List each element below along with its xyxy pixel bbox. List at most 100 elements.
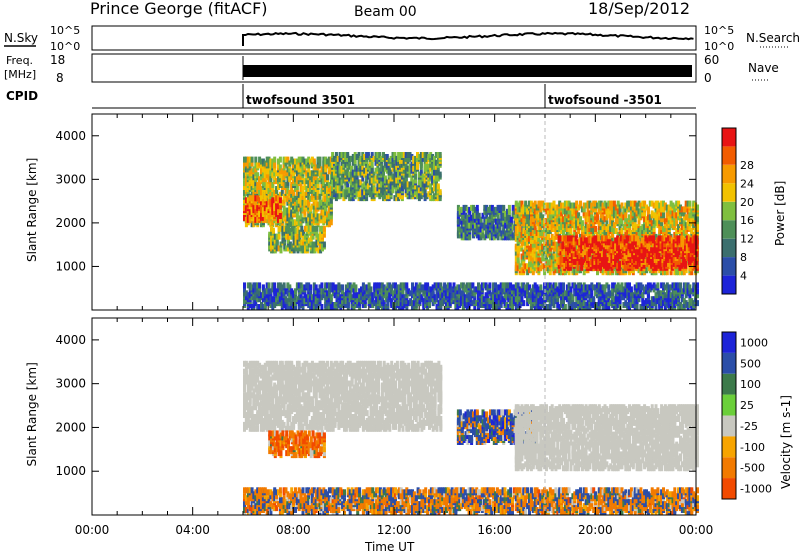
heatmap-cell — [678, 245, 682, 252]
heatmap-cell — [596, 269, 599, 276]
heatmap-cell — [305, 205, 309, 212]
heatmap-cell — [601, 251, 604, 258]
heatmap-cell — [365, 155, 369, 162]
heatmap-cell — [385, 161, 389, 168]
heatmap-cell — [675, 200, 679, 207]
heatmap-cell — [258, 176, 262, 183]
heatmap-cell — [562, 222, 565, 229]
heatmap-cell — [416, 161, 419, 168]
heatmap-cell — [656, 208, 660, 215]
heatmap-cell — [614, 204, 618, 211]
heatmap-cell — [278, 197, 282, 204]
heatmap-cell — [514, 230, 518, 236]
heatmap-cell — [490, 214, 494, 221]
heatmap-cell — [296, 225, 300, 232]
heatmap-cell — [645, 230, 648, 236]
heatmap-cell — [370, 185, 374, 192]
heatmap-cell — [539, 200, 543, 207]
heatmap-cell — [304, 225, 307, 232]
heatmap-cell — [524, 239, 528, 246]
heatmap-cell — [334, 163, 338, 170]
heatmap-cell — [657, 235, 661, 242]
heatmap-cell — [366, 187, 370, 194]
heatmap-cell — [596, 212, 599, 219]
heatmap-cell — [507, 214, 511, 221]
heatmap-cell — [246, 193, 250, 200]
heatmap-cell — [660, 228, 664, 234]
heatmap-cell — [244, 216, 248, 223]
heatmap-cell — [464, 226, 468, 233]
heatmap-cell — [267, 203, 271, 210]
heatmap-cell — [269, 164, 273, 171]
heatmap-cell — [522, 249, 526, 256]
heatmap-cell — [434, 175, 438, 182]
heatmap-cell — [546, 265, 550, 272]
heatmap-cell — [267, 156, 271, 163]
heatmap-cell — [648, 235, 652, 242]
heatmap-cell — [687, 245, 691, 252]
heatmap-cell — [516, 216, 520, 223]
heatmap-cell — [665, 269, 669, 276]
heatmap-cell — [633, 216, 637, 223]
heatmap-cell — [622, 214, 626, 221]
heatmap-cell — [635, 202, 639, 209]
heatmap-cell — [292, 158, 296, 165]
heatmap-cell — [552, 226, 556, 232]
heatmap-cell — [261, 166, 265, 173]
heatmap-cell — [695, 258, 699, 265]
heatmap-cell — [661, 247, 665, 254]
heatmap-cell — [248, 184, 252, 190]
heatmap-cell — [654, 214, 658, 221]
heatmap-cell — [393, 175, 397, 182]
heatmap-cell — [496, 204, 500, 211]
heatmap-cell — [489, 212, 492, 219]
heatmap-cell — [380, 163, 384, 170]
heatmap-cell — [595, 264, 599, 271]
heatmap-cell — [473, 216, 477, 223]
heatmap-cell — [556, 212, 560, 219]
heatmap-cell — [535, 243, 539, 250]
heatmap-cell — [685, 247, 689, 254]
heatmap-cell — [436, 152, 440, 158]
heatmap-cell — [592, 216, 596, 223]
heatmap-cell — [254, 170, 258, 177]
heatmap-cell — [466, 206, 470, 213]
heatmap-cell — [434, 185, 438, 192]
heatmap-cell — [372, 171, 376, 178]
heatmap-cell — [340, 177, 344, 184]
heatmap-cell — [496, 226, 500, 233]
heatmap-cell — [387, 167, 391, 174]
heatmap-cell — [548, 228, 552, 234]
heatmap-cell — [419, 169, 423, 176]
heatmap-cell — [487, 220, 491, 227]
heatmap-cell — [539, 257, 543, 264]
heatmap-cell — [570, 235, 574, 242]
heatmap-cell — [243, 298, 246, 305]
heatmap-cell — [502, 212, 506, 219]
heatmap-cell — [355, 189, 359, 196]
heatmap-cell — [326, 180, 329, 187]
heatmap-cell — [267, 172, 271, 179]
heatmap-cell — [385, 154, 389, 160]
heatmap-cell — [496, 234, 500, 241]
heatmap-cell — [302, 239, 306, 246]
heatmap-cell — [285, 225, 289, 232]
heatmap-cell — [260, 189, 263, 196]
heatmap-cell — [529, 261, 533, 268]
heatmap-cell — [559, 260, 563, 267]
heatmap-cell — [660, 200, 664, 207]
heatmap-cell — [565, 200, 569, 207]
heatmap-cell — [579, 216, 582, 223]
heatmap-cell — [511, 224, 515, 231]
heatmap-cell — [620, 212, 624, 219]
heatmap-cell — [302, 245, 306, 252]
heatmap-cell — [324, 203, 328, 210]
heatmap-cell — [462, 226, 466, 233]
heatmap-cell — [599, 224, 603, 231]
heatmap-cell — [275, 195, 279, 202]
heatmap-cell — [568, 243, 572, 250]
heatmap-cell — [244, 290, 248, 297]
heatmap-cell — [500, 234, 504, 241]
heatmap-cell — [621, 262, 625, 269]
heatmap-cell — [565, 226, 569, 232]
